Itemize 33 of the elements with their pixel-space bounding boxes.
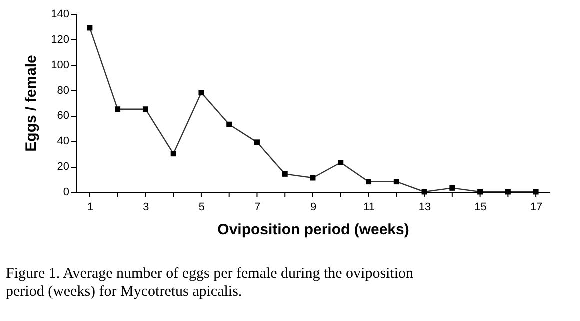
point	[338, 160, 344, 166]
y-tick-label: 20	[57, 161, 70, 174]
point	[254, 140, 260, 146]
x-tick-label: 1	[87, 202, 94, 214]
y-tick-label: 40	[57, 136, 70, 148]
point	[366, 179, 372, 185]
point	[198, 90, 204, 96]
point	[170, 151, 176, 157]
point	[87, 25, 93, 31]
y-tick-label: 60	[57, 110, 70, 122]
y-tick-label: 140	[51, 8, 70, 20]
y-axis-title: Eggs / female	[23, 55, 40, 152]
point	[142, 106, 148, 112]
point	[394, 179, 400, 185]
y-tick-label: 80	[57, 84, 70, 97]
x-tick-label: 13	[418, 202, 432, 214]
x-tick-label: 17	[530, 202, 543, 214]
x-tick-label: 9	[310, 202, 317, 214]
x-axis-title: Oviposition period (weeks)	[218, 222, 410, 238]
point	[310, 175, 316, 181]
x-tick-label: 7	[254, 202, 261, 214]
caption: Figure 1. Average number of eggs per female during the oviposition period (weeks) for Mycotretus apicalis.	[6, 266, 414, 300]
x-tick-label: 5	[198, 202, 206, 214]
x-tick-label: 11	[364, 202, 375, 214]
y-tick-label: 0	[63, 186, 70, 198]
x-tick-label: 3	[143, 202, 150, 214]
x-tick-label: 15	[474, 202, 487, 214]
point	[450, 185, 456, 191]
point	[282, 171, 288, 177]
y-tick-label: 100	[51, 59, 70, 72]
point	[115, 106, 121, 112]
point	[226, 122, 232, 128]
y-tick-label: 120	[51, 34, 70, 46]
